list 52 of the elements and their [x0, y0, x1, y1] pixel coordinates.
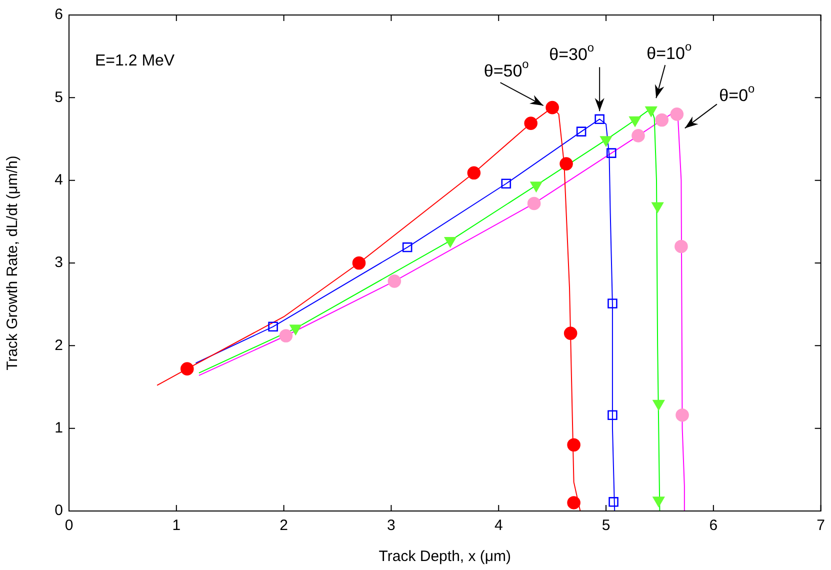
point — [388, 274, 402, 288]
x-tick-label: 6 — [709, 517, 718, 534]
point — [608, 497, 618, 507]
point — [652, 400, 664, 410]
point — [501, 178, 512, 189]
point — [290, 324, 302, 335]
x-tick-label: 3 — [387, 517, 396, 534]
point — [268, 322, 278, 332]
y-tick-label: 0 — [54, 502, 63, 520]
y-tick-label: 6 — [54, 6, 63, 24]
point — [524, 116, 538, 130]
x-tick-label: 7 — [816, 517, 825, 534]
point — [676, 408, 689, 422]
y-tick-label: 2 — [54, 336, 63, 354]
x-axis-title: Track Depth, x (μm) — [378, 548, 512, 566]
point — [629, 116, 641, 127]
point — [546, 100, 559, 114]
y-axis-title: Track Growth Rate, dL/dt (μm/h) — [4, 156, 22, 370]
point — [530, 182, 542, 192]
y-tick-label: 1 — [54, 419, 63, 436]
x-tick-label: 5 — [602, 517, 610, 534]
point — [652, 202, 664, 213]
point — [670, 108, 684, 121]
point — [608, 298, 618, 308]
x-tick-label: 2 — [280, 517, 288, 534]
point — [444, 237, 456, 248]
y-tick-label: 3 — [54, 254, 63, 272]
annotation: E=1.2 MeV — [95, 52, 175, 70]
y-tick-label: 5 — [54, 88, 63, 106]
point — [279, 329, 293, 342]
point — [527, 196, 541, 210]
point — [655, 113, 669, 127]
point — [652, 496, 664, 507]
point — [467, 166, 481, 180]
point — [567, 438, 580, 452]
point — [645, 106, 657, 117]
point — [600, 136, 612, 146]
point — [567, 496, 580, 510]
point — [564, 326, 578, 340]
point — [402, 242, 412, 252]
point — [608, 410, 618, 420]
x-tick-label: 4 — [494, 517, 503, 534]
point — [560, 157, 573, 170]
point — [674, 240, 688, 254]
x-tick-label: 1 — [172, 517, 181, 534]
y-tick-label: 4 — [54, 171, 63, 188]
point — [576, 126, 586, 136]
point — [632, 129, 645, 142]
point — [594, 114, 604, 124]
point — [180, 362, 194, 376]
point — [352, 256, 366, 270]
point — [606, 148, 616, 158]
